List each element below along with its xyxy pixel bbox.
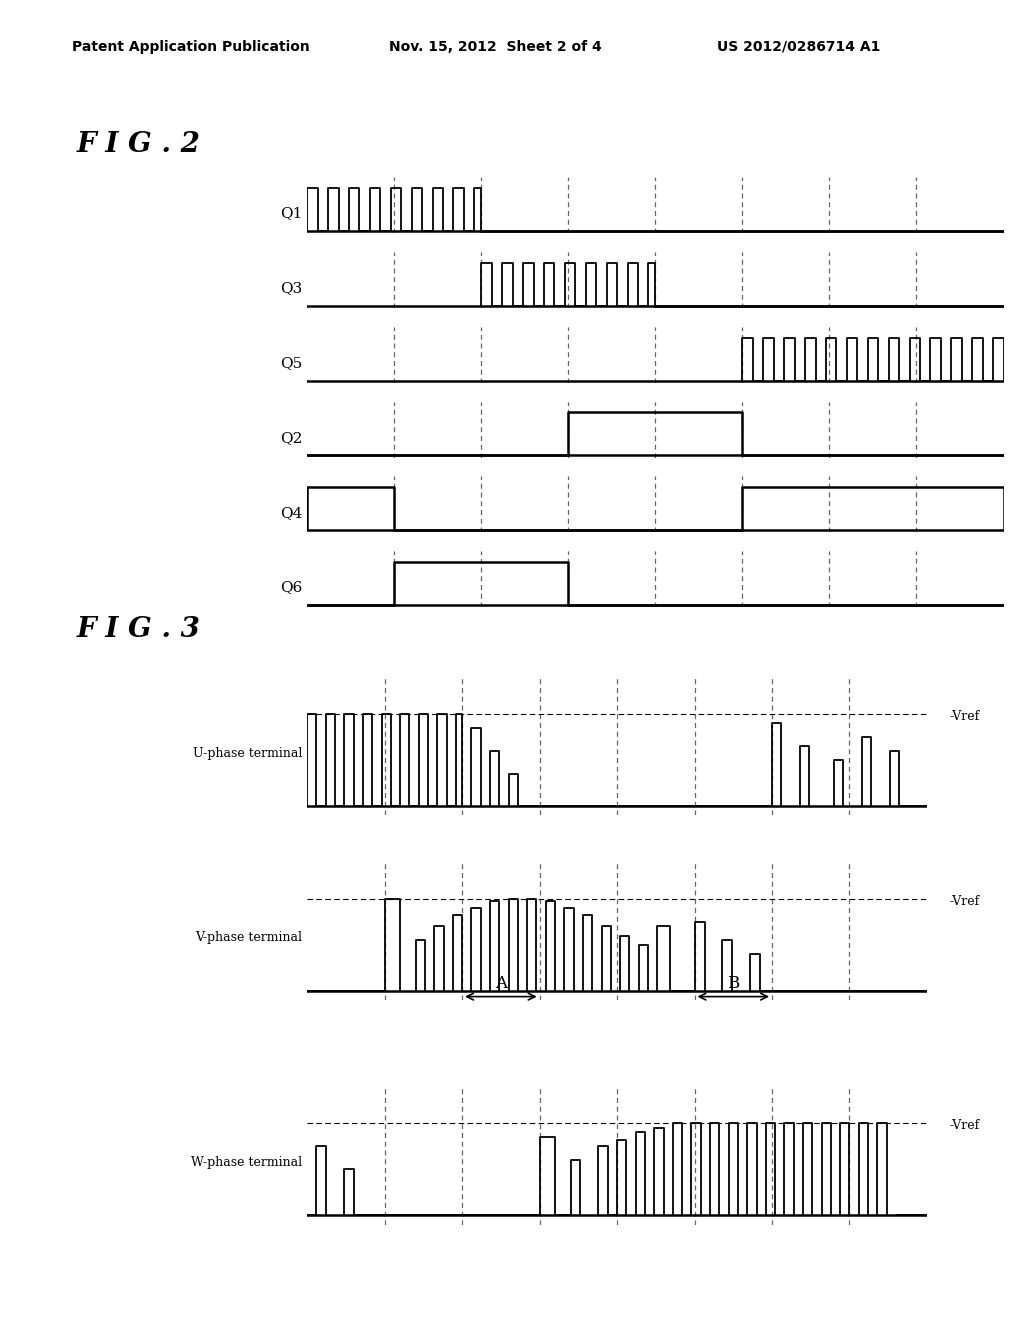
Text: Nov. 15, 2012  Sheet 2 of 4: Nov. 15, 2012 Sheet 2 of 4 <box>389 40 602 54</box>
Text: Patent Application Publication: Patent Application Publication <box>72 40 309 54</box>
Text: Q1: Q1 <box>280 207 302 220</box>
Text: Q6: Q6 <box>280 581 302 594</box>
Text: B: B <box>727 975 739 993</box>
Text: V-phase terminal: V-phase terminal <box>196 932 302 944</box>
Text: W-phase terminal: W-phase terminal <box>190 1156 302 1168</box>
Text: Q4: Q4 <box>280 506 302 520</box>
Text: Q3: Q3 <box>280 281 302 296</box>
Text: US 2012/0286714 A1: US 2012/0286714 A1 <box>717 40 881 54</box>
Text: -Vref: -Vref <box>949 895 979 908</box>
Text: -Vref: -Vref <box>949 1119 979 1133</box>
Text: Q2: Q2 <box>280 432 302 445</box>
Text: A: A <box>495 975 507 993</box>
Text: Q5: Q5 <box>280 356 302 370</box>
Text: -Vref: -Vref <box>949 710 979 723</box>
Text: F I G . 3: F I G . 3 <box>77 616 201 643</box>
Text: U-phase terminal: U-phase terminal <box>193 747 302 759</box>
Text: F I G . 2: F I G . 2 <box>77 132 201 158</box>
